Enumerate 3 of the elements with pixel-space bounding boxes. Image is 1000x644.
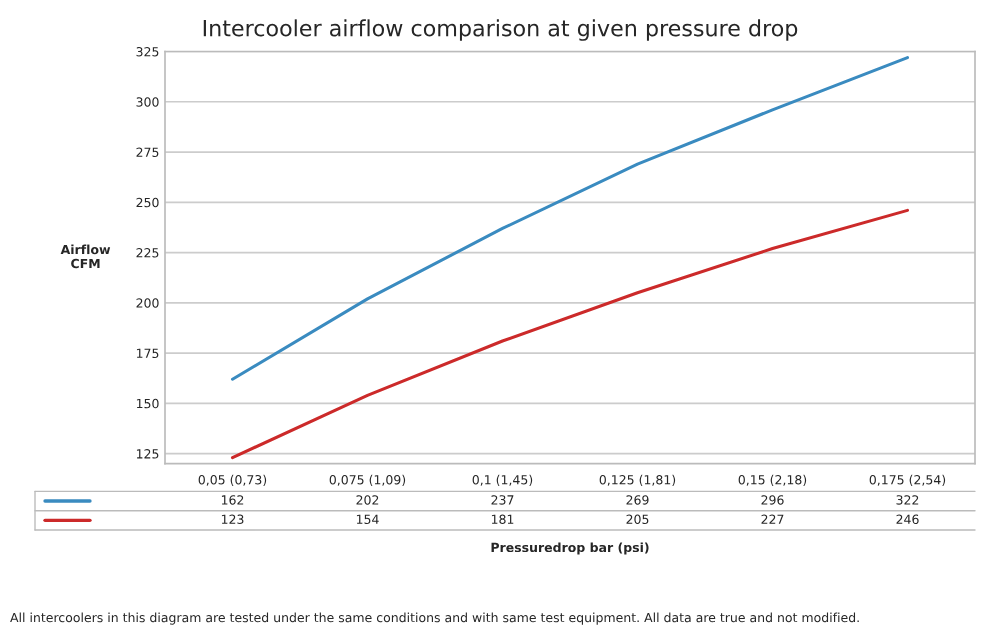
line-series [230,208,910,460]
line-series [230,56,910,381]
chart-title: Intercooler airflow comparison at given pressure drop [203,19,798,41]
